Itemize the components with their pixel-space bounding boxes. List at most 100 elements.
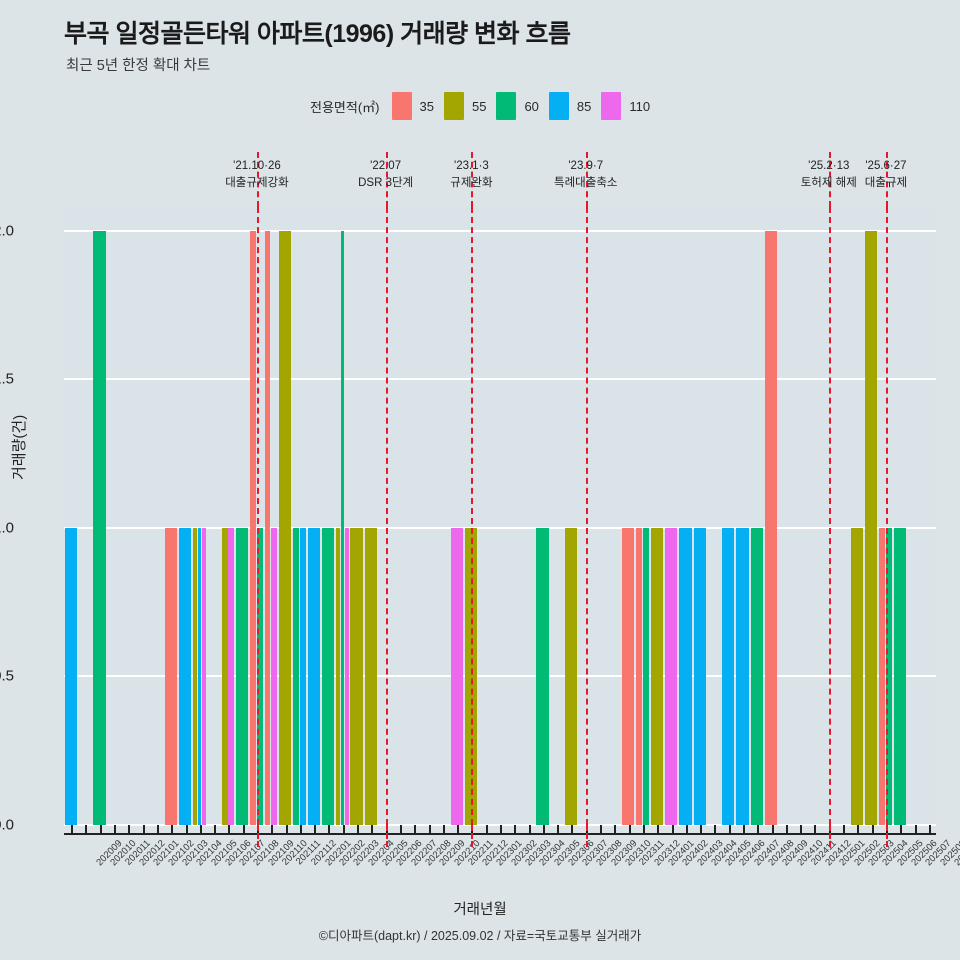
- bar[interactable]: [250, 230, 257, 825]
- x-axis-tick: [71, 825, 74, 834]
- annotation-date: '23.1·3: [453, 160, 489, 172]
- x-axis-tick: [399, 825, 402, 834]
- annotation-line-stub-bottom: [256, 825, 259, 847]
- bar[interactable]: [885, 527, 892, 825]
- x-axis-tick: [900, 825, 903, 834]
- bar[interactable]: [221, 527, 228, 825]
- bar[interactable]: [236, 527, 249, 825]
- x-axis-tick: [114, 825, 117, 834]
- chart-legend: 전용면적(㎡) 35 55 60 85 110: [310, 92, 660, 120]
- annotation-date: '22.07: [370, 160, 402, 172]
- x-axis-tick: [142, 825, 145, 834]
- bar[interactable]: [464, 527, 478, 825]
- annotation-label: '22.07 DSR 3단계: [358, 158, 413, 193]
- bar[interactable]: [679, 527, 692, 825]
- bar[interactable]: [299, 527, 306, 825]
- x-axis-tick: [271, 825, 274, 834]
- x-axis-tick: [428, 825, 431, 834]
- bar[interactable]: [201, 527, 206, 825]
- legend-item-label: 35: [419, 98, 434, 114]
- bar[interactable]: [736, 527, 749, 825]
- x-axis-tick: [314, 825, 317, 834]
- bar[interactable]: [536, 527, 549, 825]
- bar[interactable]: [893, 527, 907, 825]
- legend-swatch-icon: [548, 92, 569, 120]
- x-axis-tick: [528, 825, 531, 834]
- bar[interactable]: [256, 527, 263, 825]
- x-axis-tick: [371, 825, 374, 834]
- annotation-line-stub: [256, 152, 259, 207]
- gridline: [64, 378, 936, 381]
- annotation-line: [828, 207, 831, 825]
- bar[interactable]: [321, 527, 335, 825]
- x-axis-tick: [156, 825, 159, 834]
- x-axis-tick: [928, 825, 931, 834]
- x-axis-tick: [785, 825, 788, 834]
- bar[interactable]: [293, 527, 300, 825]
- legend-item[interactable]: 60: [496, 92, 539, 120]
- bar[interactable]: [750, 527, 764, 825]
- bar[interactable]: [307, 527, 320, 825]
- bar[interactable]: [271, 527, 278, 825]
- legend-item[interactable]: 35: [391, 92, 434, 120]
- x-axis-tick: [671, 825, 674, 834]
- annotation-line-stub-bottom: [828, 825, 831, 847]
- bar[interactable]: [264, 230, 271, 825]
- annotation-label: '23.9·7 특례대출축소: [554, 158, 617, 193]
- bar[interactable]: [865, 230, 878, 825]
- y-axis-tick-label: 0.0: [0, 816, 14, 834]
- bar[interactable]: [850, 527, 864, 825]
- bar[interactable]: [93, 230, 106, 825]
- bar[interactable]: [642, 527, 649, 825]
- bar[interactable]: [622, 527, 635, 825]
- annotation-line-stub-bottom: [585, 825, 588, 847]
- legend-item[interactable]: 110: [601, 92, 650, 120]
- bar[interactable]: [722, 527, 735, 825]
- x-axis-tick: [414, 825, 417, 834]
- bar[interactable]: [650, 527, 663, 825]
- gridline: [64, 229, 936, 232]
- annotation-date: '25.6·27: [865, 160, 907, 172]
- x-axis-tick: [342, 825, 345, 834]
- x-axis-tick: [357, 825, 360, 834]
- bar[interactable]: [64, 527, 77, 825]
- legend-item[interactable]: 85: [548, 92, 591, 120]
- bar[interactable]: [344, 527, 349, 825]
- bar[interactable]: [693, 527, 706, 825]
- bar[interactable]: [564, 527, 578, 825]
- annotation-line-stub: [885, 152, 888, 207]
- legend-item-label: 110: [629, 98, 651, 114]
- annotation-line-stub-bottom: [385, 825, 388, 847]
- legend-item-label: 55: [471, 98, 487, 114]
- bar[interactable]: [228, 527, 235, 825]
- annotation-line: [885, 207, 888, 825]
- bar[interactable]: [879, 527, 886, 825]
- x-axis-tick: [442, 825, 445, 834]
- x-axis-tick: [228, 825, 231, 834]
- bar[interactable]: [193, 527, 197, 825]
- bar[interactable]: [636, 527, 643, 825]
- bar[interactable]: [164, 527, 177, 825]
- bar[interactable]: [664, 527, 678, 825]
- bar[interactable]: [765, 230, 778, 825]
- annotation-layer: '21.10·26 대출규제강화 '22.07 DSR 3단계 '23.1·3 규제완화 '…: [0, 0, 960, 207]
- x-axis-tick: [642, 825, 645, 834]
- x-axis-tick: [728, 825, 731, 834]
- annotation-date: '25.2·13: [808, 160, 850, 172]
- annotation-line-stub: [385, 152, 388, 207]
- bar[interactable]: [178, 527, 192, 825]
- x-axis-tick: [757, 825, 760, 834]
- y-axis-tick-label: 1.5: [0, 370, 14, 388]
- x-axis-tick: [99, 825, 102, 834]
- bar[interactable]: [350, 527, 363, 825]
- x-axis-tick: [185, 825, 188, 834]
- bar[interactable]: [364, 527, 378, 825]
- legend-item[interactable]: 55: [443, 92, 487, 120]
- bar[interactable]: [197, 527, 202, 825]
- chart-credit: ©디아파트(dapt.kr) / 2025.09.02 / 자료=국토교통부 실…: [318, 929, 642, 943]
- bar[interactable]: [336, 527, 340, 825]
- bar[interactable]: [278, 230, 292, 825]
- y-axis-title: 거래량(건): [11, 414, 28, 480]
- bar[interactable]: [450, 527, 463, 825]
- bar[interactable]: [340, 230, 345, 825]
